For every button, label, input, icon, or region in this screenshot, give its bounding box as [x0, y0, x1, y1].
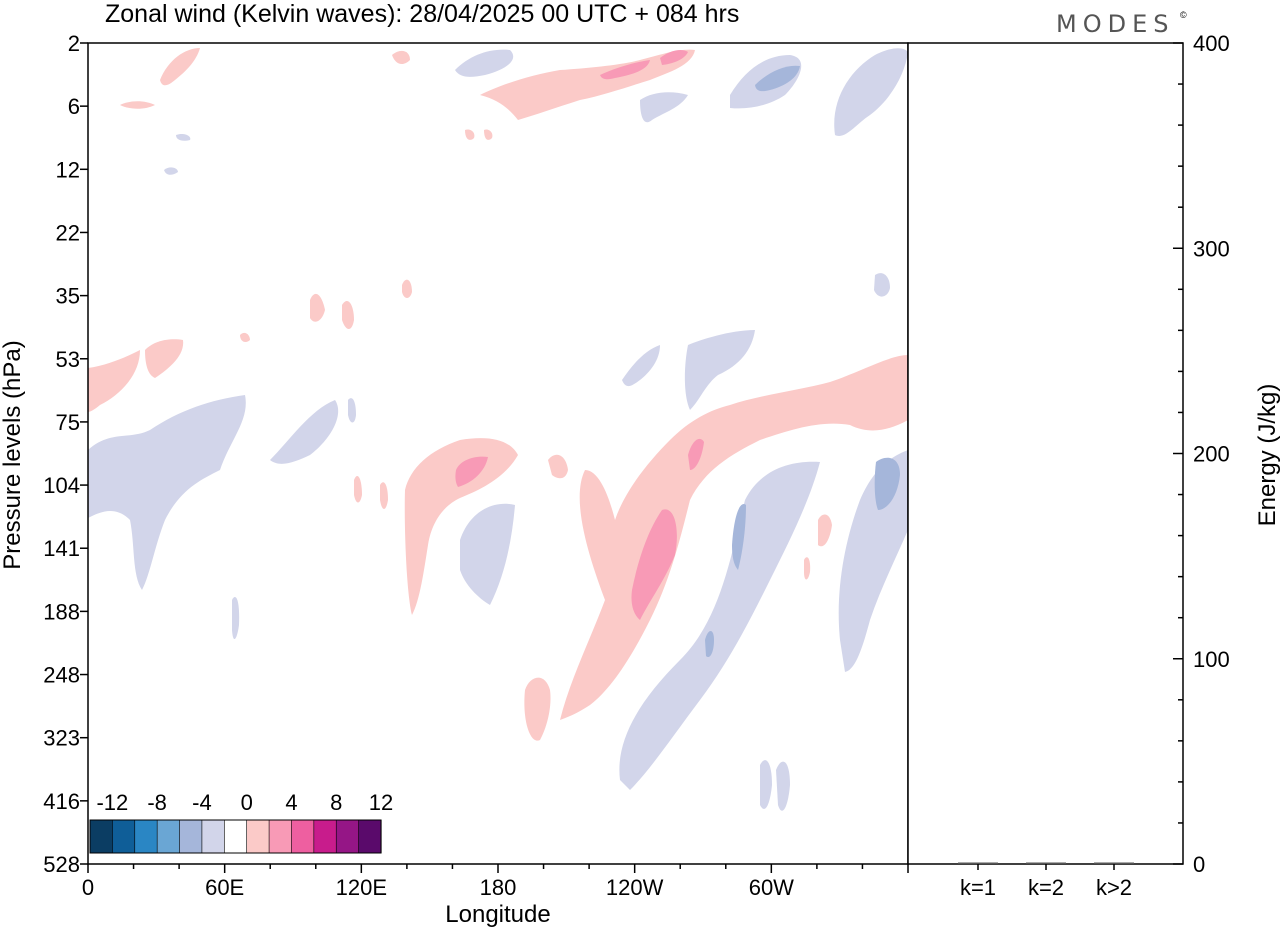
x-tick-labels: 0 60E 120E 180 120W 60W	[82, 875, 794, 900]
y-tick-label: 248	[43, 663, 80, 688]
positive-anomaly-fills	[88, 48, 908, 741]
colorbar-swatch	[313, 819, 337, 854]
energy-category-label: k=2	[1028, 875, 1064, 900]
colorbar-swatch	[112, 819, 136, 854]
hovmoller-panel: 2 6 12 22 35 53 75 104 141 188 248 323 416 528 0 60E 12…	[0, 31, 909, 928]
colorbar-swatch	[291, 819, 315, 854]
energy-category-label: k=1	[960, 875, 996, 900]
chart-title: Zonal wind (Kelvin waves): 28/04/2025 00…	[105, 0, 739, 28]
energy-tick-label: 200	[1193, 442, 1230, 467]
energy-category-label: k>2	[1096, 875, 1132, 900]
x-tick-marks	[87, 864, 909, 873]
energy-plot-frame	[907, 42, 1184, 865]
energy-axis-label: Energy (J/kg)	[1254, 384, 1280, 527]
colorbar-swatch	[156, 819, 181, 854]
y-tick-label: 141	[43, 536, 80, 561]
colorbar-label: -4	[192, 790, 212, 815]
modes-logo-mark: ©	[1180, 10, 1187, 20]
colorbar-swatch	[246, 819, 270, 854]
positive-strong-fills	[455, 50, 704, 620]
colorbar-label: 4	[285, 790, 297, 815]
colorbar-swatches	[89, 819, 382, 854]
colorbar-legend: -12 -8 -4 0 4 8 12	[89, 790, 393, 854]
y-tick-label: 2	[68, 31, 80, 56]
y-tick-label: 35	[56, 284, 80, 309]
colorbar-swatch	[224, 819, 248, 854]
x-tick-label: 120E	[336, 875, 387, 900]
colorbar-label: -12	[96, 790, 128, 815]
colorbar-label: 12	[369, 790, 393, 815]
energy-tick-label: 400	[1193, 31, 1230, 56]
energy-bars	[958, 862, 1134, 870]
y-tick-label: 53	[56, 347, 80, 372]
energy-tick-marks	[1173, 42, 1183, 865]
x-tick-label: 0	[82, 875, 94, 900]
energy-bar	[958, 862, 998, 864]
energy-tick-label: 300	[1193, 236, 1230, 261]
colorbar-swatch	[179, 819, 203, 854]
y-tick-label: 104	[43, 473, 80, 498]
x-tick-label: 180	[480, 875, 517, 900]
x-axis-label: Longitude	[445, 901, 550, 928]
colorbar-swatch	[201, 819, 225, 854]
y-tick-label: 6	[68, 94, 80, 119]
y-tick-label: 75	[56, 410, 80, 435]
energy-category-labels: k=1 k=2 k>2	[960, 875, 1132, 900]
colorbar-swatch	[358, 819, 382, 854]
energy-bar	[1094, 862, 1134, 864]
energy-bar	[1026, 862, 1066, 864]
y-tick-marks	[80, 42, 88, 865]
y-axis-label: Pressure levels (hPa)	[0, 340, 26, 569]
y-tick-label: 12	[56, 157, 80, 182]
colorbar-swatch	[89, 819, 113, 854]
energy-tick-label: 0	[1193, 852, 1205, 877]
energy-panel: 0 100 200 300 400 k=1 k=2 k>2 Energy (J/kg)	[907, 31, 1280, 900]
y-tick-label: 188	[43, 599, 80, 624]
y-tick-label: 528	[43, 852, 80, 877]
energy-tick-labels: 0 100 200 300 400	[1193, 31, 1230, 877]
y-tick-label: 323	[43, 726, 80, 751]
negative-strong-fills	[705, 65, 900, 658]
y-tick-labels: 2 6 12 22 35 53 75 104 141 188 248 323 416 528	[43, 31, 80, 877]
colorbar-swatch	[268, 819, 293, 854]
modes-logo: MODES	[1056, 10, 1174, 38]
x-tick-label: 120W	[606, 875, 664, 900]
colorbar-swatch	[335, 819, 360, 854]
colorbar-frame	[89, 819, 382, 854]
energy-tick-label: 100	[1193, 647, 1230, 672]
colorbar-label: 0	[241, 790, 253, 815]
colorbar-label: 8	[330, 790, 342, 815]
colorbar-label: -8	[147, 790, 167, 815]
x-tick-label: 60W	[749, 875, 794, 900]
colorbar-swatch	[134, 819, 158, 854]
y-tick-label: 416	[43, 789, 80, 814]
colorbar-labels: -12 -8 -4 0 4 8 12	[96, 790, 393, 815]
contour-fills	[88, 48, 908, 811]
y-tick-label: 22	[56, 220, 80, 245]
x-tick-label: 60E	[205, 875, 244, 900]
